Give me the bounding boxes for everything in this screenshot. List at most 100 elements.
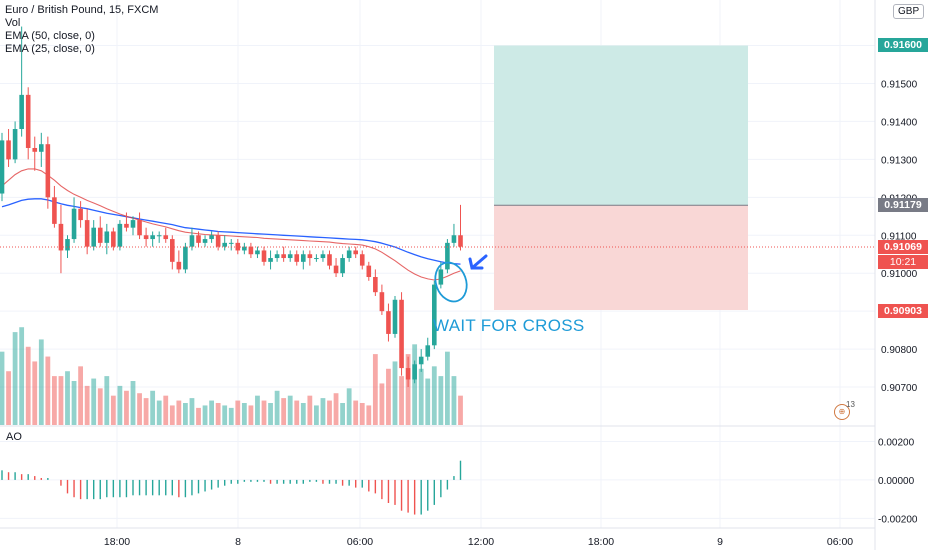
x-tick-label: 18:00 [588,536,614,548]
candle-body [340,258,345,274]
volume-bar [255,395,260,425]
ema25-line [1,168,461,281]
volume-bar [438,376,444,425]
candle-body [84,220,90,247]
volume-bar [333,393,339,425]
volume-bar [38,339,44,425]
volume-bar [124,390,129,425]
events-count: 13 [846,400,855,409]
y-tick-label: 0.90700 [881,383,918,394]
ao-legend: AO [6,431,22,443]
volume-bar [202,405,208,425]
volume-bar [97,388,103,425]
legend-ema25: EMA (25, close, 0) [5,43,95,55]
x-tick-label: 18:00 [104,536,130,548]
currency-button[interactable]: GBP [893,4,925,19]
candle-body [12,129,18,160]
candle-body [445,242,450,270]
volume-bar [104,376,110,425]
volume-bar [412,344,418,425]
volume-bar [84,385,90,425]
candle-body [248,246,254,255]
candle-body [281,254,286,259]
y-tick-label: 0.91300 [881,155,918,166]
candle-body [222,242,227,247]
target-price-tag: 0.91600 [878,38,928,52]
volume-bar [12,332,18,425]
volume-bar [287,395,293,425]
ema50-line [1,198,461,265]
x-tick-label: 9 [717,536,723,548]
volume-bar [379,383,385,425]
volume-bar [294,400,300,425]
ao-histogram [0,425,875,515]
candle-body [209,235,214,240]
annotations [0,246,875,303]
volume-bar [91,378,97,425]
candle-body [451,235,457,243]
candle-body [418,356,424,365]
candle-body [405,368,411,380]
volume-bar [150,390,156,425]
volume-bars [0,327,463,425]
candle-body [65,239,70,251]
candle-body [366,265,372,278]
volume-bar [209,400,214,425]
candle-body [25,94,31,148]
volume-bar [25,346,31,425]
ao-tick-label: 0.00000 [878,476,915,487]
x-tick-label: 06:00 [827,536,853,548]
legend-symbol: Euro / British Pound, 15, FXCM [5,4,159,16]
candle-body [294,254,300,262]
candle-body [261,250,267,262]
legend-vol: Vol [5,17,21,29]
candle-body [215,235,221,247]
candle-body [183,246,188,270]
volume-bar [58,376,64,425]
events-icon[interactable]: ⊕ [834,404,850,420]
ema-lines [1,168,461,281]
candle-body [45,144,51,198]
current-price-tag: 0.91069 [878,240,928,254]
volume-bar [235,400,241,425]
volume-bar [117,385,123,425]
volume-bar [137,393,142,425]
volume-bar [359,403,365,425]
volume-bar [71,381,77,425]
candle-body [228,242,234,244]
volume-bar [110,395,116,425]
y-tick-label: 0.90800 [881,345,918,356]
candle-body [333,265,339,274]
candle-body [104,231,110,243]
volume-bar [78,366,83,425]
candle-body [19,94,24,130]
candle-body [163,235,169,240]
candle-body [287,254,293,259]
candle-body [170,239,175,262]
volume-bar [307,395,313,425]
x-tick-label: 06:00 [347,536,373,548]
candle-body [117,223,123,247]
candle-body [425,345,431,357]
candle-body [156,235,162,237]
volume-bar [183,403,188,425]
volume-bar [196,407,201,425]
volume-bar [445,351,450,425]
candle-body [458,235,463,247]
volume-bar [431,366,437,425]
circle-mark [434,261,468,303]
volume-bar [176,400,182,425]
candle-body [71,208,77,240]
y-tick-label: 0.91400 [881,117,918,128]
y-tick-label: 0.91100 [881,231,917,242]
loss-zone [494,205,748,311]
candle-body [196,235,201,243]
candle-body [359,254,365,266]
candle-body [438,269,444,285]
candle-body [111,231,116,247]
legend-ema50: EMA (50, close, 0) [5,30,95,42]
entry-price-tag: 0.91179 [878,198,928,212]
candle-body [6,140,11,160]
